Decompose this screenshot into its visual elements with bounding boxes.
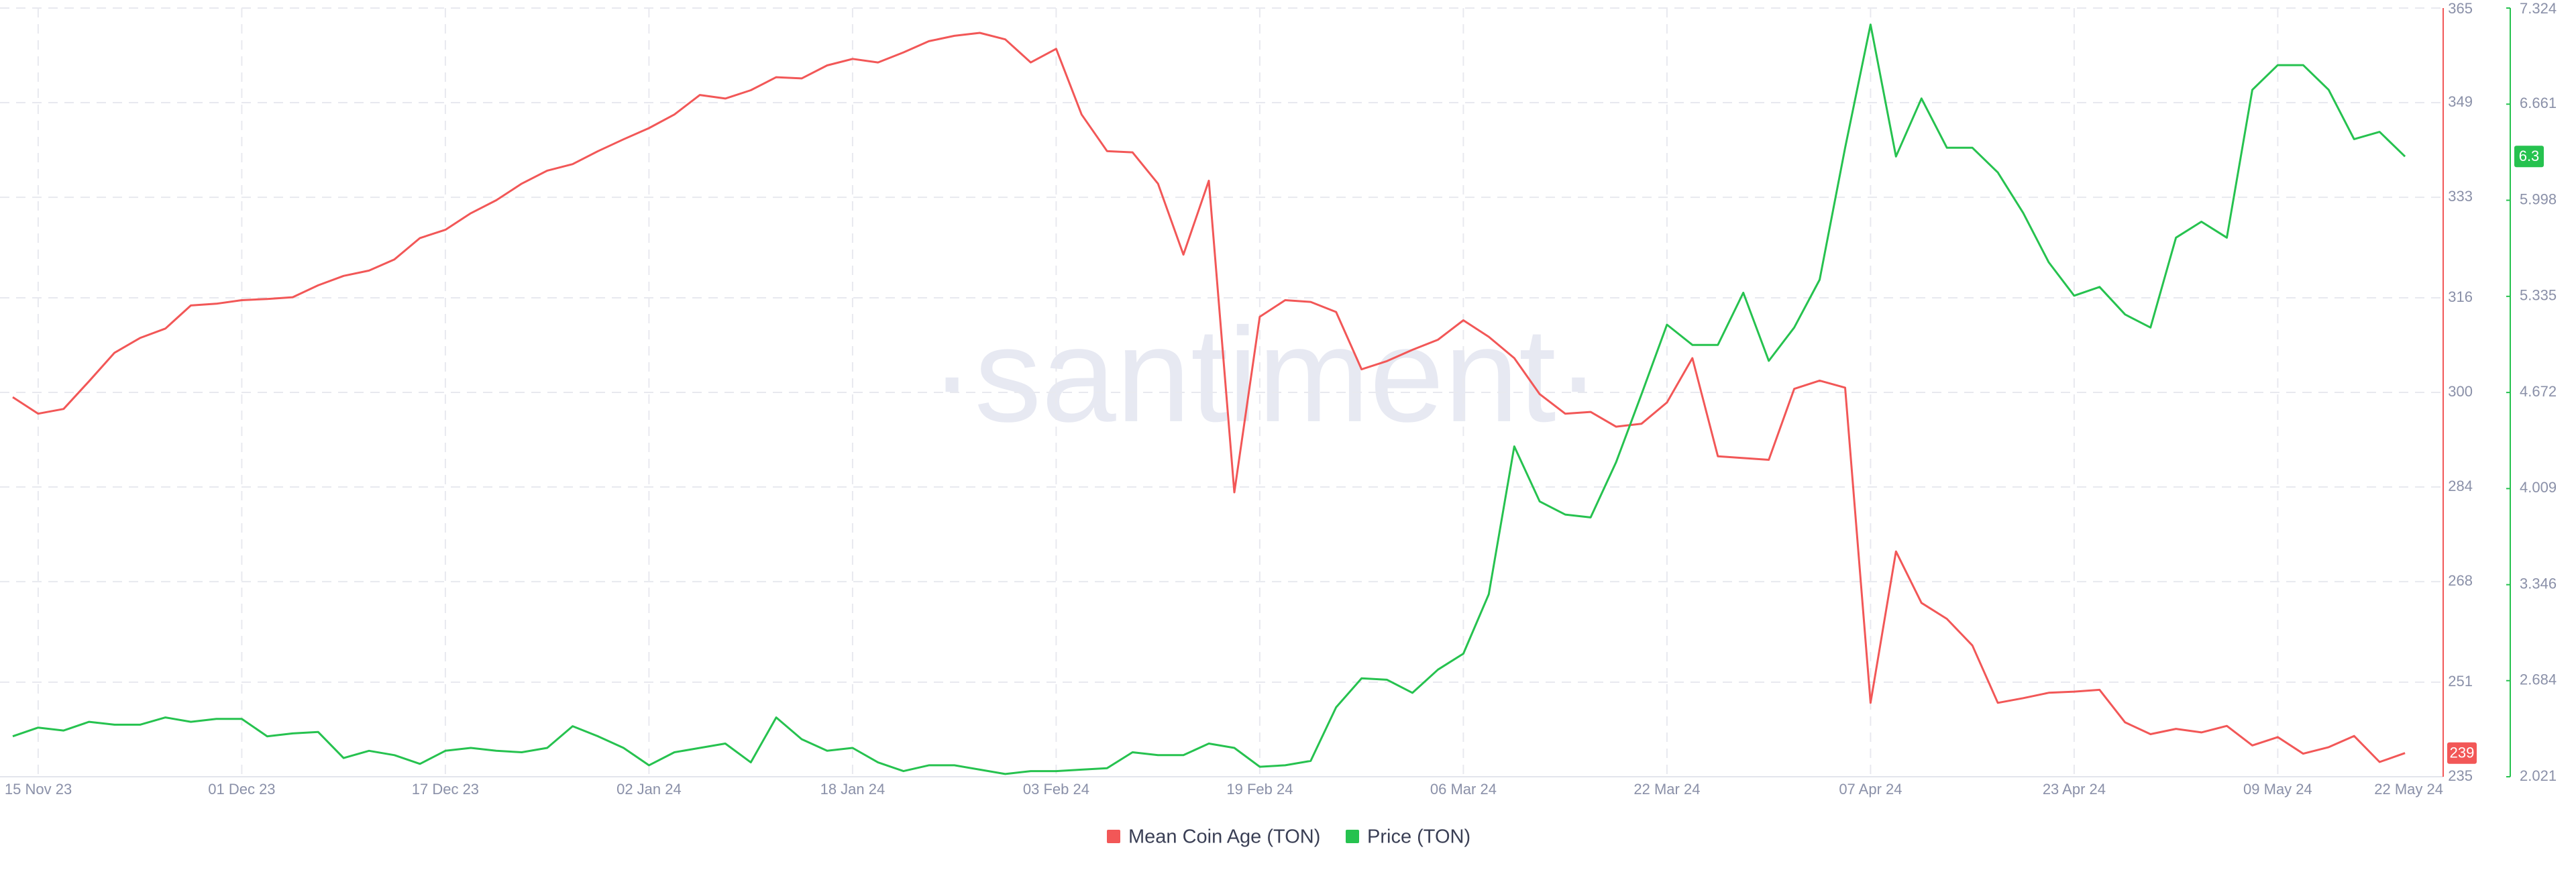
series-line [12, 32, 2406, 763]
legend-label: Price (TON) [1367, 826, 1470, 848]
y2-tick-label: 2.684 [2520, 671, 2557, 688]
y2-tick-label: 2.021 [2520, 767, 2557, 784]
x-tick-label: 01 Dec 23 [208, 781, 275, 798]
x-tick-label: 18 Jan 24 [820, 781, 885, 798]
last-value-label: 6.3 [2519, 148, 2540, 164]
y-tick-label: 300 [2448, 383, 2473, 400]
x-tick-label: 19 Feb 24 [1226, 781, 1293, 798]
y-tick-label: 349 [2448, 93, 2473, 110]
x-tick-label: 07 Apr 24 [1839, 781, 1902, 798]
x-tick-label: 23 Apr 24 [2043, 781, 2106, 798]
y-tick-label: 333 [2448, 188, 2473, 205]
x-tick-label: 22 Mar 24 [1633, 781, 1700, 798]
x-tick-label: 17 Dec 23 [412, 781, 479, 798]
y2-tick-label: 4.672 [2520, 383, 2557, 400]
x-tick-label: 06 Mar 24 [1430, 781, 1497, 798]
y-tick-label: 268 [2448, 572, 2473, 589]
legend-swatch [1346, 830, 1359, 843]
y-tick-label: 365 [2448, 0, 2473, 17]
y2-tick-label: 6.661 [2520, 95, 2557, 111]
x-tick-label: 02 Jan 24 [616, 781, 682, 798]
y2-tick-label: 7.324 [2520, 0, 2557, 17]
y-tick-label: 316 [2448, 288, 2473, 305]
legend-swatch [1107, 830, 1120, 843]
y-tick-label: 235 [2448, 767, 2473, 784]
legend-label: Mean Coin Age (TON) [1128, 826, 1320, 848]
x-tick-label: 22 May 24 [2374, 781, 2443, 798]
y2-tick-label: 5.335 [2520, 287, 2557, 304]
y2-tick-label: 4.009 [2520, 479, 2557, 496]
x-tick-label: 09 May 24 [2243, 781, 2312, 798]
last-value-badge [2447, 742, 2477, 764]
y-tick-label: 284 [2448, 478, 2473, 494]
y2-tick-label: 5.998 [2520, 190, 2557, 207]
last-value-label: 239 [2450, 745, 2475, 761]
y2-tick-label: 3.346 [2520, 575, 2557, 592]
watermark: ·santiment· [930, 301, 1601, 450]
x-tick-label: 03 Feb 24 [1023, 781, 1089, 798]
series-line [12, 23, 2406, 775]
last-value-badge [2514, 146, 2544, 168]
x-tick-label: 15 Nov 23 [5, 781, 72, 798]
y-tick-label: 251 [2448, 673, 2473, 690]
